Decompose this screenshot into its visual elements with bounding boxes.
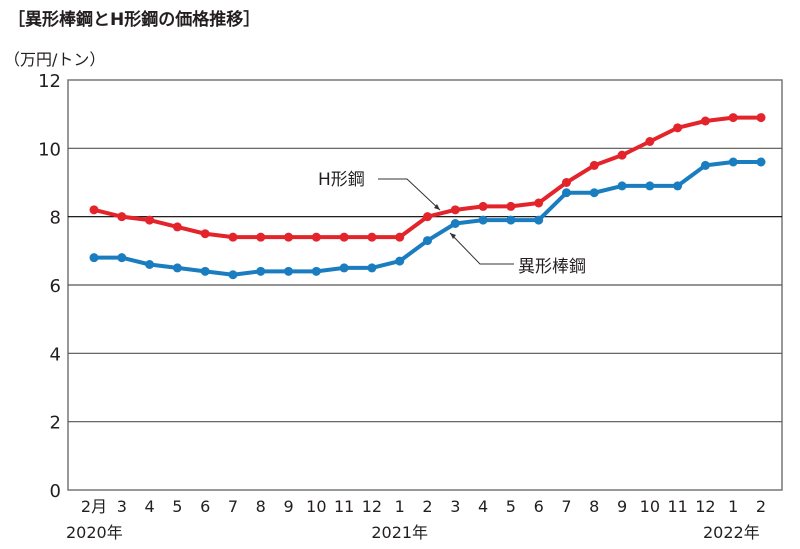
data-point [700,116,710,126]
data-point [673,123,683,133]
x-tick-label: 1 [395,497,405,516]
y-tick-label: 8 [50,208,61,229]
data-point [645,137,655,146]
arrow-icon [434,204,440,210]
x-tick-label: 11 [667,497,687,516]
data-point [423,236,432,246]
data-point [339,232,349,242]
x-tick-label: 12 [362,497,382,516]
callout-line [378,178,441,211]
x-tick-label: 7 [228,497,238,516]
data-point [450,219,460,228]
x-tick-label: 2 [756,497,766,516]
y-tick-label: 12 [38,71,61,92]
data-point [172,222,182,232]
data-point [728,157,738,167]
data-point [478,215,488,225]
x-tick-label: 5 [172,497,182,516]
x-tick-label: 3 [117,497,127,516]
x-tick-label: 9 [283,497,293,516]
y-tick-label: 0 [50,481,61,502]
data-point [117,253,127,263]
data-point [450,205,460,215]
data-point [617,181,627,191]
data-point [367,263,377,273]
data-point [284,232,294,242]
data-point [506,215,516,225]
x-tick-label: 10 [306,497,326,516]
x-tick-label: 10 [640,497,660,516]
data-point [339,263,349,273]
data-point [589,188,599,198]
data-point [756,157,766,167]
data-point [200,229,210,239]
data-point [284,266,294,276]
x-tick-label: 8 [256,497,266,516]
data-point [200,266,210,276]
data-point [506,201,516,211]
x-tick-label: 4 [144,497,154,516]
data-point [728,113,738,123]
data-point [617,150,627,160]
x-tick-label: 4 [478,497,488,516]
series-label-h-beam: H形鋼 [318,170,365,190]
y-tick-label: 2 [50,413,61,434]
data-point [256,266,266,276]
data-point [145,260,155,269]
data-point [756,113,766,123]
data-point [534,198,544,208]
data-point [589,160,599,170]
x-tick-label: 6 [200,497,210,516]
data-point [228,232,238,242]
x-tick-label: 7 [561,497,571,516]
data-point [145,215,155,225]
y-tick-label: 10 [38,139,61,160]
x-tick-label: 2月 [81,497,107,516]
x-tick-label: 8 [589,497,599,516]
data-point [228,270,238,280]
x-tick-label: 11 [334,497,354,516]
data-point [256,232,266,242]
data-point [645,181,655,191]
data-point [700,160,710,170]
data-point [423,212,432,222]
data-point [311,232,321,242]
y-tick-label: 4 [50,344,61,365]
data-point [478,201,488,211]
year-label: 2020年 [66,523,123,542]
data-point [534,215,544,225]
chart-title: ［異形棒鋼とH形鋼の価格推移］ [8,9,260,30]
x-tick-label: 6 [534,497,544,516]
data-point [89,205,99,215]
x-tick-label: 9 [617,497,627,516]
y-tick-label: 6 [50,276,61,297]
data-point [367,232,377,242]
x-tick-label: 2 [422,497,432,516]
series-label-deformed-bar: 異形棒鋼 [518,257,586,277]
x-tick-label: 12 [695,497,715,516]
data-point [561,188,571,198]
data-point [311,266,321,276]
data-point [395,256,405,266]
y-axis-label: （万円/トン） [4,50,105,69]
callout-line [449,232,514,265]
year-label: 2021年 [371,523,428,542]
data-point [673,181,683,191]
data-point [89,253,99,263]
arrow-icon [450,233,456,239]
data-point [561,178,571,187]
year-label: 2022年 [703,523,760,542]
data-point [172,263,182,273]
data-point [395,232,405,242]
x-tick-label: 1 [728,497,738,516]
data-point [117,212,127,222]
x-tick-label: 3 [450,497,460,516]
x-tick-label: 5 [506,497,516,516]
